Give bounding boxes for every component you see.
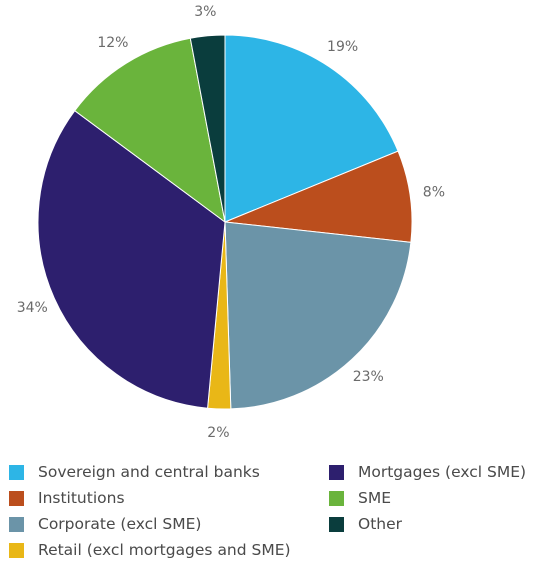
pie-slice-percent-label: 34% <box>17 300 48 316</box>
pie-slice-mortgages-excl-sme <box>37 109 226 409</box>
pie-slice-percent-label: 2% <box>207 425 229 441</box>
pie-slice-percent-label: 8% <box>423 185 445 201</box>
pie-slice-percent-label: 3% <box>194 4 216 20</box>
pie-slice-percent-label: 23% <box>353 369 384 385</box>
pie-slice-sovereign-and-central-banks <box>224 34 399 223</box>
pie-slice-institutions <box>224 150 413 243</box>
pie-slice-percent-label: 19% <box>327 39 358 55</box>
pie-slice-other <box>189 34 226 223</box>
pie-slice-sme <box>74 37 226 224</box>
pie-slice-corporate-excl-sme <box>224 221 412 410</box>
pie-slice-percent-label: 12% <box>97 35 128 51</box>
